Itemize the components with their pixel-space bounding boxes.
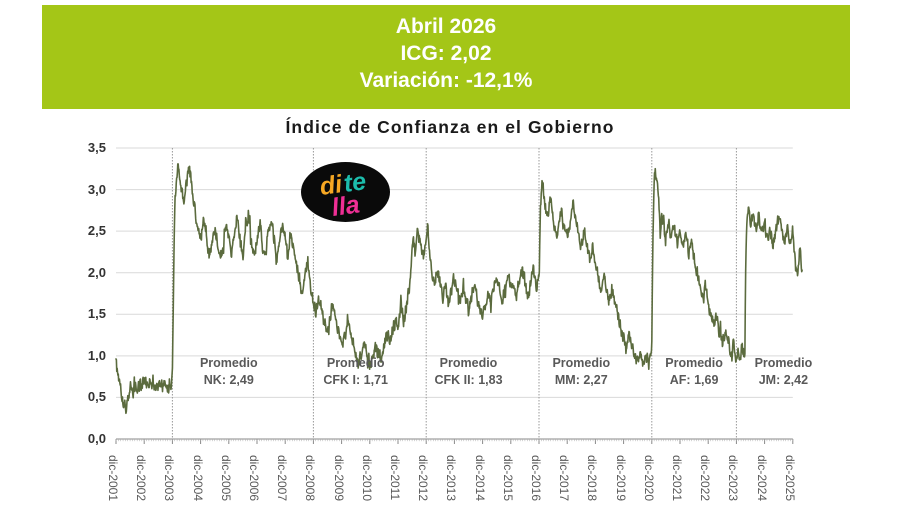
svg-text:lla: lla — [330, 190, 362, 222]
